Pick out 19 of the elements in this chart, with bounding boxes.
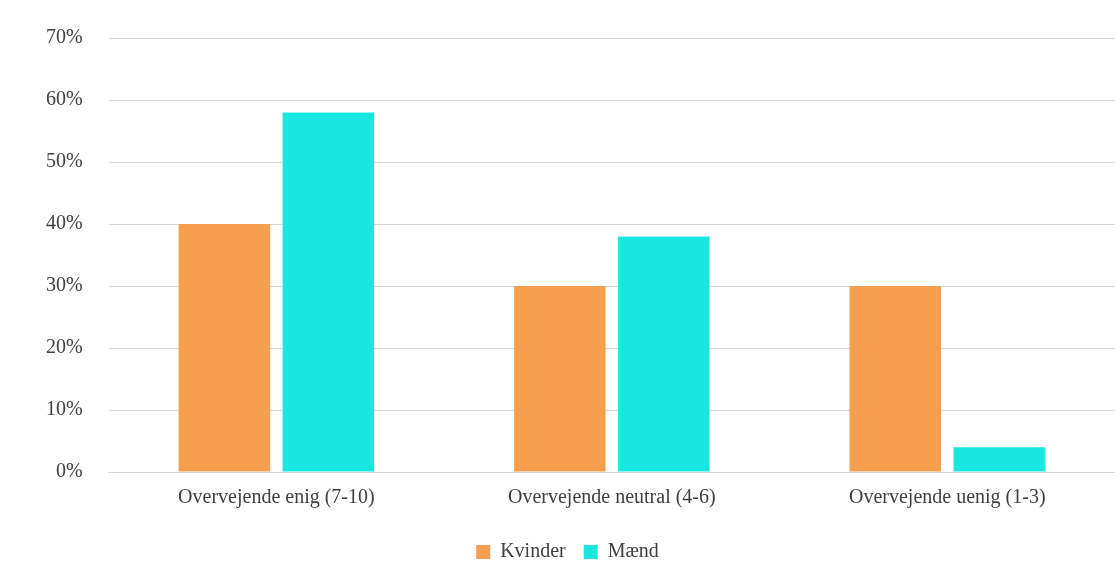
x-tick-label: Overvejende uenig (1-3) [848,485,1046,509]
y-tick-label: 0% [55,459,83,482]
bar [514,286,606,472]
y-tick-label: 40% [45,211,83,234]
y-tick-label: 20% [45,335,83,358]
y-tick-label: 60% [45,87,83,110]
y-tick-label: 30% [45,273,83,296]
bar [618,236,710,472]
bar [178,224,271,472]
bar [953,447,1046,472]
y-tick-label: 70% [45,25,83,48]
bar [849,286,942,472]
y-tick-label: 10% [45,397,83,420]
bar [282,112,375,472]
y-tick-label: 50% [45,149,83,172]
x-tick-label: Overvejende neutral (4-6) [507,485,716,509]
legend-label: Kvinder [500,539,567,562]
x-tick-label: Overvejende enig (7-10) [178,485,375,509]
legend-label: Mænd [607,539,659,562]
